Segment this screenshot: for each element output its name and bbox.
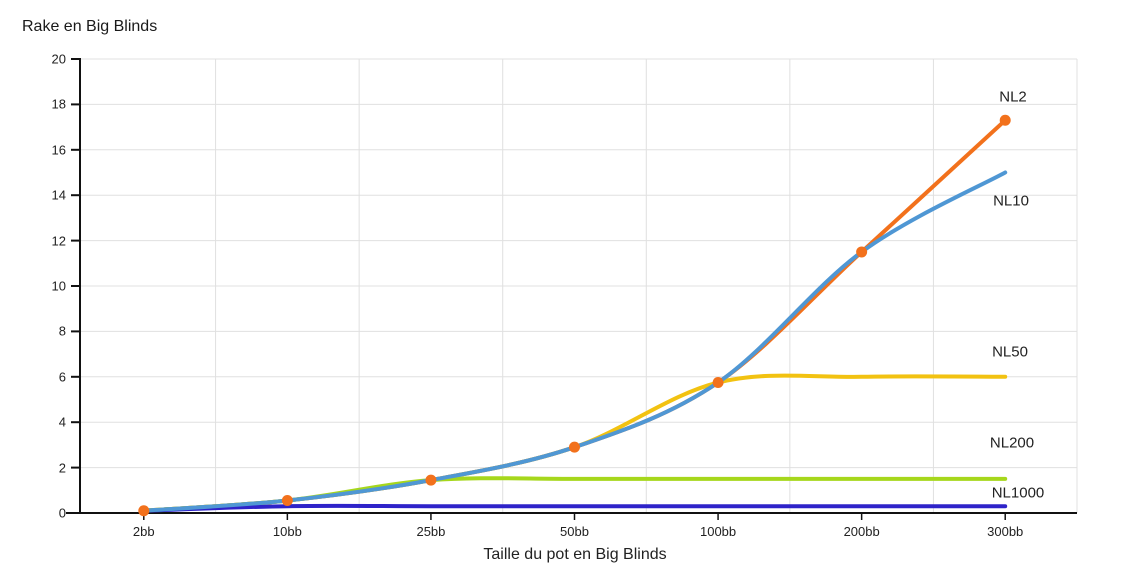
y-tick-label-6: 6 [58,369,66,385]
chart-title: Rake en Big Blinds [22,18,158,35]
y-tick-label-4: 4 [58,414,66,430]
x-tick-label-10bb: 10bb [272,524,302,539]
y-tick-label-10: 10 [51,278,66,294]
y-tick-label-8: 8 [58,323,66,339]
series-line-nl10 [141,170,1008,513]
series-label-nl50: NL50 [992,343,1028,361]
data-point-nl2-25bb [425,474,437,486]
x-tick-label-2bb: 2bb [132,524,155,539]
data-point-nl2-100bb [712,376,724,388]
series-label-nl200: NL200 [989,434,1035,452]
x-tick-label-50bb: 50bb [560,524,589,539]
x-tick-label-300bb: 300bb [987,524,1024,539]
y-tick-label-12: 12 [51,233,66,249]
y-tick-label-18: 18 [51,96,66,112]
series-label-nl10: NL10 [993,192,1029,210]
x-tick-label-100bb: 100bb [699,524,737,539]
y-tick-label-20: 20 [51,51,66,67]
x-axis-title: Taille du pot en Big Blinds [483,546,667,563]
y-tick-label-2: 2 [58,460,66,476]
series-label-nl2: NL2 [999,88,1027,106]
data-point-nl2-2bb [138,505,150,517]
data-point-nl2-200bb [856,246,868,258]
data-point-nl2-50bb [569,441,580,453]
y-tick-label-14: 14 [51,187,66,203]
y-tick-label-16: 16 [51,142,66,158]
data-point-nl2-300bb [999,114,1011,126]
x-tick-label-25bb: 25bb [416,524,446,539]
x-tick-label-200bb: 200bb [843,524,880,539]
y-tick-label-0: 0 [58,505,66,521]
series-line-nl1000 [141,503,1008,513]
data-point-nl2-10bb [281,495,293,507]
series-label-nl1000: NL1000 [991,484,1045,502]
